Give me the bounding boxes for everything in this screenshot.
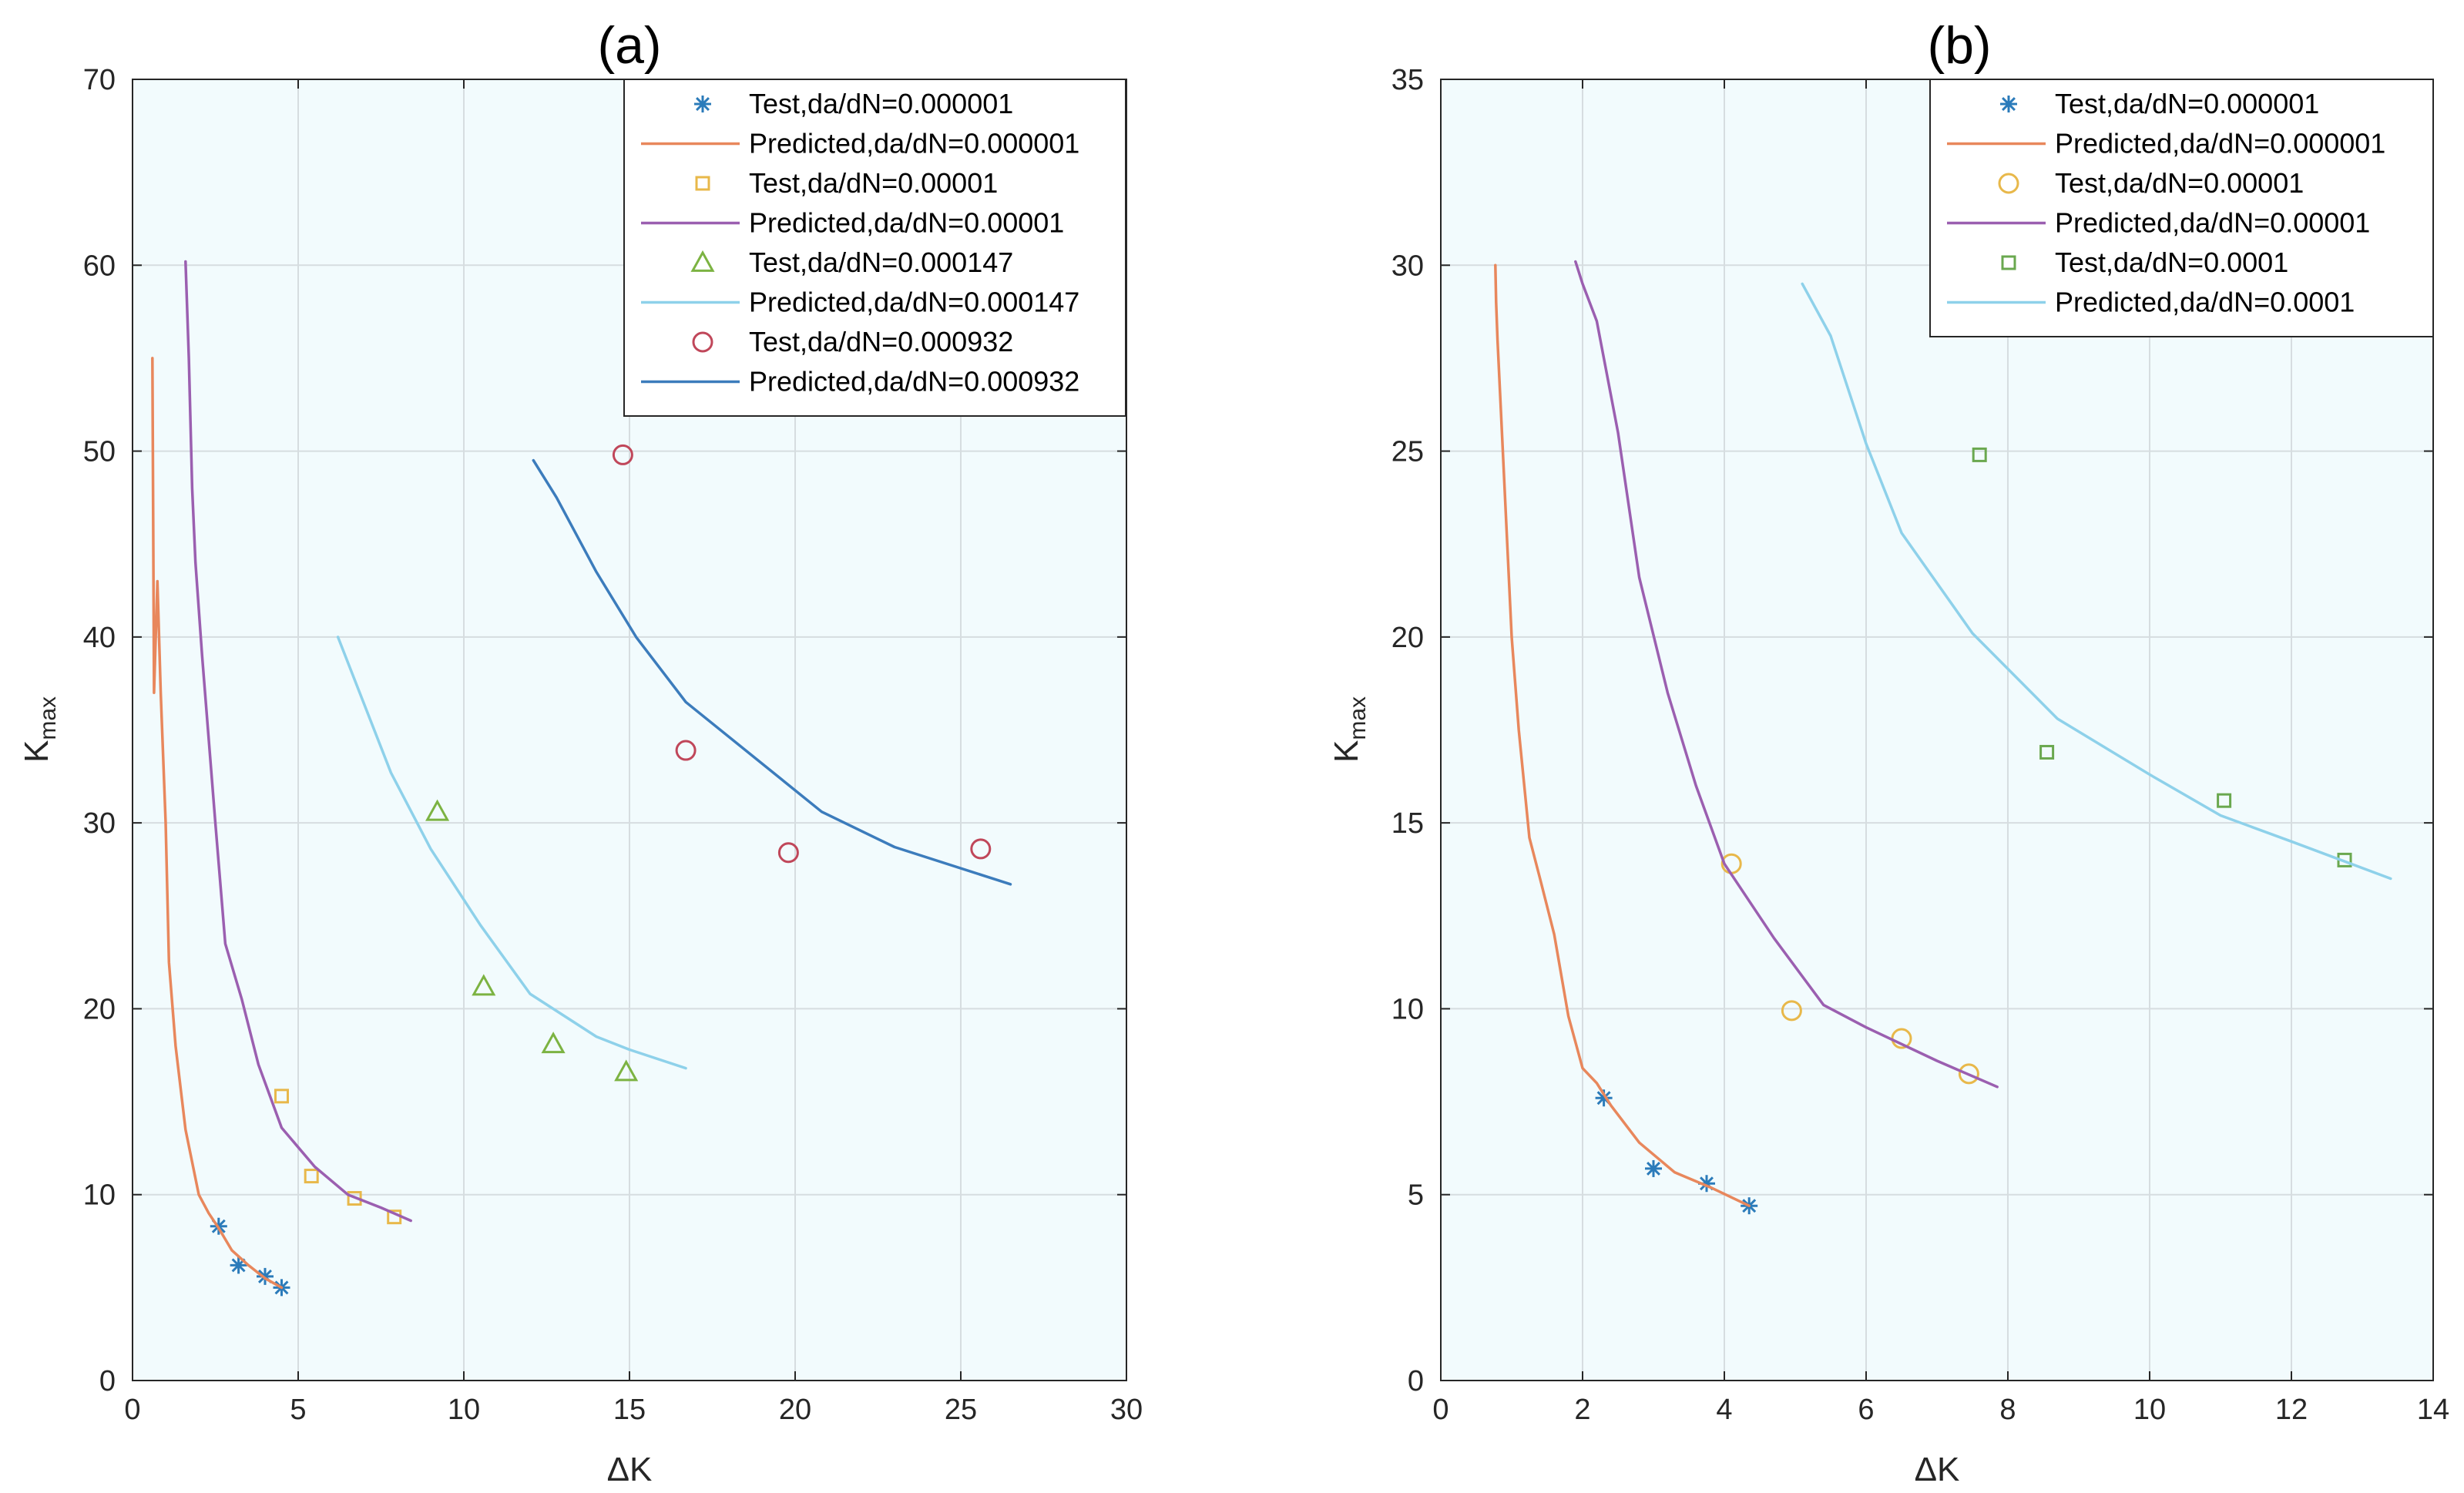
legend-swatch-marker — [692, 331, 713, 353]
legend-entry-label: Predicted,da/dN=0.000001 — [2055, 128, 2385, 159]
x-tick-label: 4 — [1716, 1394, 1732, 1426]
series — [1494, 260, 2392, 1215]
y-tick-label: 40 — [83, 622, 116, 654]
y-tick-label: 30 — [1391, 250, 1424, 282]
series-6-point — [675, 740, 697, 761]
y-tick-label: 15 — [1391, 807, 1424, 840]
x-tick-label: 12 — [2275, 1394, 2308, 1426]
series-5-line — [336, 636, 687, 1070]
series-1-line — [151, 357, 284, 1290]
x-tick-label: 0 — [1432, 1394, 1449, 1426]
y-tick-label: 20 — [1391, 622, 1424, 654]
y-tick-label: 25 — [1391, 436, 1424, 468]
panel-b: 0 2 4 6 8 10 12 14 0 5 10 15 20 25 30 35 (b) ΔK Kmax Te… — [1328, 16, 2449, 1488]
series-7-line — [532, 458, 1012, 886]
panel-title: (a) — [597, 16, 661, 75]
y-tick-label: 0 — [99, 1365, 116, 1397]
svg-text:Kmax: Kmax — [1328, 696, 1371, 763]
series-4-point — [1972, 447, 1987, 462]
legend-swatch-marker — [694, 96, 711, 112]
legend-swatch-marker — [695, 176, 710, 191]
series-3-line — [184, 260, 412, 1223]
y-tick-label: 10 — [83, 1179, 116, 1212]
series-4-point — [614, 1059, 639, 1082]
y-axis-label-sub: max — [1345, 696, 1371, 740]
x-tick-label: 30 — [1110, 1394, 1143, 1426]
legend-entry-label: Test,da/dN=0.000147 — [749, 247, 1013, 278]
series-0-point — [230, 1256, 247, 1274]
series-1-line — [1494, 263, 1751, 1207]
y-tick-label: 0 — [1408, 1365, 1424, 1397]
x-tick-label: 15 — [613, 1394, 646, 1426]
y-tick-label: 10 — [1391, 993, 1424, 1025]
x-tick-label: 20 — [779, 1394, 811, 1426]
legend-swatch-marker — [690, 250, 715, 272]
x-tick-label: 8 — [1999, 1394, 2016, 1426]
y-tick-label: 35 — [1391, 64, 1424, 96]
legend-swatch-marker — [2000, 96, 2017, 112]
x-axis-label: ΔK — [1915, 1451, 1960, 1488]
series-4-point — [472, 974, 496, 996]
legend: Test,da/dN=0.000001 Predicted,da/dN=0.000… — [1929, 79, 2434, 337]
series-2-point — [304, 1169, 319, 1184]
x-tick-label: 10 — [448, 1394, 480, 1426]
x-tick-label: 10 — [2133, 1394, 2166, 1426]
series-6-point — [612, 444, 633, 465]
series-2-point — [274, 1089, 289, 1104]
x-axis-label: ΔK — [607, 1451, 653, 1488]
x-tick-label: 2 — [1574, 1394, 1590, 1426]
y-axis-label: Kmax — [1328, 696, 1371, 763]
legend-box — [623, 79, 1126, 417]
legend-box — [1929, 79, 2434, 337]
svg-text:Kmax: Kmax — [18, 696, 61, 763]
x-tick-label: 6 — [1858, 1394, 1874, 1426]
y-axis-label-main: K — [1328, 740, 1365, 763]
tick-labels: 0 5 10 15 20 25 30 0 10 20 30 40 50 60 70 — [83, 64, 1143, 1426]
legend-entry-label: Test,da/dN=0.0001 — [2055, 247, 2288, 278]
series-4-point — [2217, 793, 2232, 808]
x-tick-label: 0 — [124, 1394, 140, 1426]
legend-entry-label: Predicted,da/dN=0.000932 — [749, 366, 1079, 398]
x-tick-label: 14 — [2417, 1394, 2449, 1426]
y-tick-label: 70 — [83, 64, 116, 96]
legend-swatch-marker — [2001, 255, 2016, 270]
series-4-point — [2039, 744, 2055, 760]
series-6-point — [777, 842, 799, 864]
legend-entry-label: Test,da/dN=0.000001 — [2055, 88, 2319, 119]
y-axis-label: Kmax — [18, 696, 61, 763]
legend-entry-label: Predicted,da/dN=0.0001 — [2055, 287, 2355, 318]
legend-swatch-marker — [1998, 173, 2019, 194]
series-6-point — [970, 838, 992, 860]
series-5-line — [1801, 282, 2392, 881]
legend: Test,da/dN=0.000001 Predicted,da/dN=0.000… — [623, 79, 1126, 417]
series — [151, 260, 1012, 1297]
legend-entry-label: Predicted,da/dN=0.00001 — [749, 207, 1064, 239]
legend-entry-label: Test,da/dN=0.000001 — [749, 88, 1013, 119]
legend-entry-label: Predicted,da/dN=0.000147 — [749, 287, 1079, 318]
y-tick-label: 60 — [83, 250, 116, 282]
y-tick-label: 20 — [83, 993, 116, 1025]
y-tick-label: 50 — [83, 436, 116, 468]
series-3-line — [1574, 260, 1999, 1089]
series-2-point — [1958, 1063, 1979, 1085]
legend-entry-label: Predicted,da/dN=0.00001 — [2055, 207, 2370, 239]
legend-entry-label: Test,da/dN=0.00001 — [749, 167, 998, 199]
legend-entry-label: Test,da/dN=0.00001 — [2055, 167, 2304, 199]
legend-entry-label: Predicted,da/dN=0.000001 — [749, 128, 1079, 159]
y-axis-label-main: K — [18, 740, 55, 763]
series-0-point — [1645, 1159, 1662, 1177]
panel-title: (b) — [1927, 16, 1991, 75]
tick-labels: 0 2 4 6 8 10 12 14 0 5 10 15 20 25 30 35 — [1391, 64, 2449, 1426]
legend-entry-label: Test,da/dN=0.000932 — [749, 326, 1013, 357]
y-tick-label: 30 — [83, 807, 116, 840]
x-tick-label: 25 — [945, 1394, 977, 1426]
series-4-point — [541, 1032, 566, 1054]
y-tick-label: 5 — [1408, 1179, 1424, 1212]
series-2-point — [1781, 1000, 1802, 1022]
x-tick-label: 5 — [290, 1394, 306, 1426]
y-axis-label-sub: max — [35, 696, 61, 740]
series-4-point — [425, 799, 450, 821]
